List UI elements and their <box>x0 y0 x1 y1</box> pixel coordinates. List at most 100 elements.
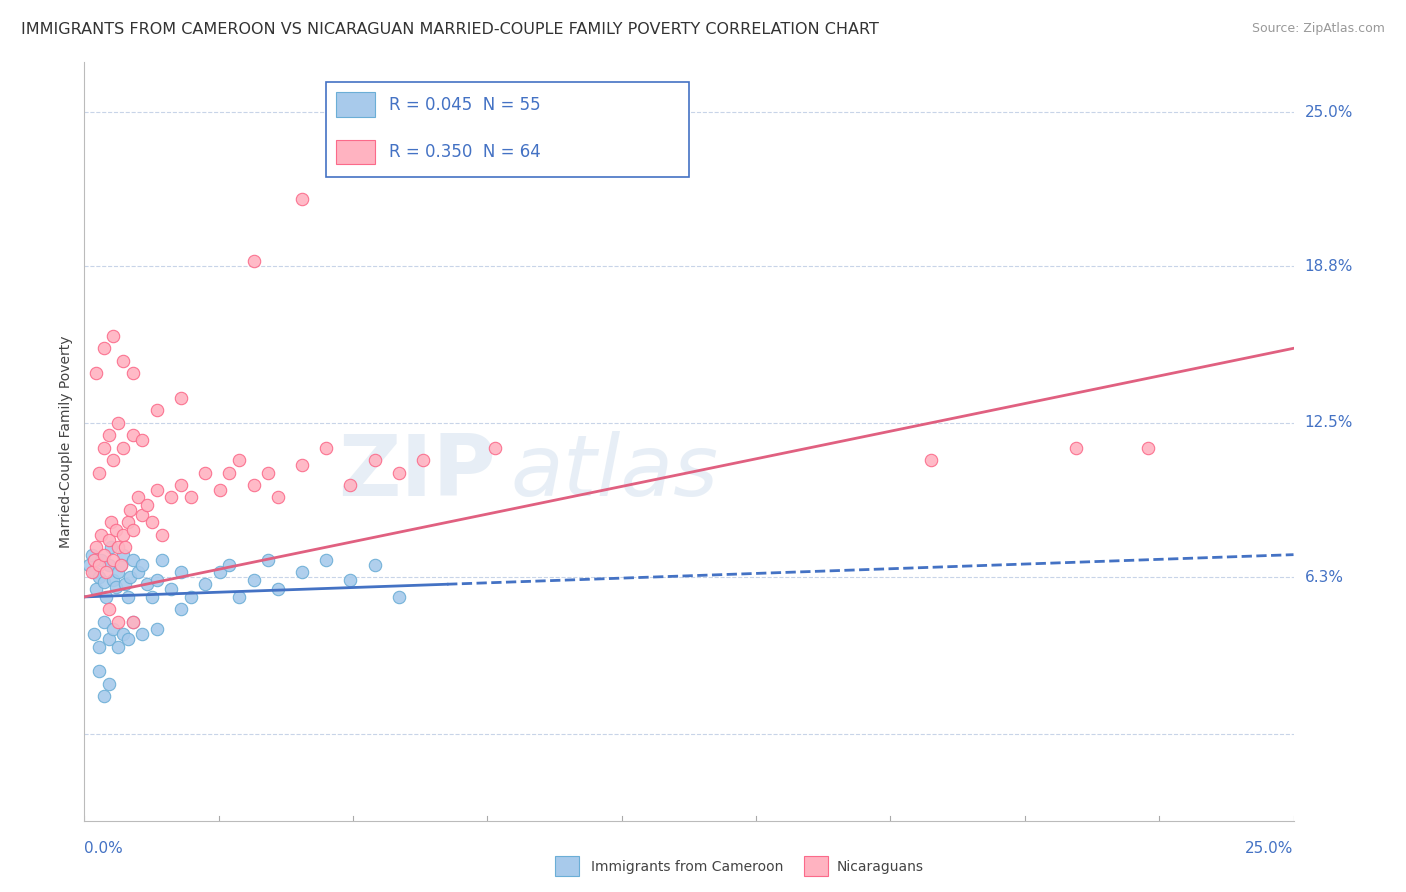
Point <box>170 391 193 405</box>
Point <box>107 615 129 629</box>
Point <box>257 552 280 566</box>
Point <box>110 558 132 572</box>
Point <box>107 416 129 430</box>
FancyBboxPatch shape <box>326 82 689 177</box>
Point <box>87 640 110 654</box>
Point <box>86 582 108 597</box>
Bar <box>336 92 374 117</box>
Point <box>208 483 231 497</box>
Point <box>83 627 105 641</box>
Point <box>110 558 132 572</box>
Text: Nicaraguans: Nicaraguans <box>837 860 924 874</box>
Point <box>112 353 135 368</box>
Point <box>120 570 142 584</box>
Point <box>112 441 135 455</box>
Text: IMMIGRANTS FROM CAMEROON VS NICARAGUAN MARRIED-COUPLE FAMILY POVERTY CORRELATION: IMMIGRANTS FROM CAMEROON VS NICARAGUAN M… <box>21 22 879 37</box>
Point <box>117 516 139 530</box>
Point <box>141 516 163 530</box>
Point <box>120 503 142 517</box>
Point <box>94 590 117 604</box>
Point <box>291 192 314 206</box>
Point <box>194 466 217 480</box>
Point <box>257 466 280 480</box>
Point <box>121 428 143 442</box>
Point <box>117 632 139 647</box>
Point <box>339 478 361 492</box>
Text: 25.0%: 25.0% <box>1305 104 1353 120</box>
Text: Source: ZipAtlas.com: Source: ZipAtlas.com <box>1251 22 1385 36</box>
Point <box>170 602 193 616</box>
Point <box>315 441 337 455</box>
Point <box>100 516 122 530</box>
Point <box>920 453 942 467</box>
Point <box>107 565 129 579</box>
Point <box>160 491 183 505</box>
Point <box>103 622 125 636</box>
Point <box>90 528 112 542</box>
Point <box>107 540 129 554</box>
Point <box>228 590 250 604</box>
Point <box>86 540 108 554</box>
Text: Immigrants from Cameroon: Immigrants from Cameroon <box>591 860 783 874</box>
Text: 0.0%: 0.0% <box>84 840 124 855</box>
Point <box>80 548 103 562</box>
Point <box>97 428 120 442</box>
Point <box>97 558 120 572</box>
Point <box>114 540 136 554</box>
Point <box>146 483 169 497</box>
Point <box>141 590 163 604</box>
Point <box>150 528 173 542</box>
Point <box>267 582 290 597</box>
Point <box>93 441 115 455</box>
Point <box>112 627 135 641</box>
Point <box>103 552 125 566</box>
Bar <box>336 139 374 164</box>
Point <box>146 573 169 587</box>
Point <box>87 570 110 584</box>
Point <box>218 466 240 480</box>
Point <box>194 577 217 591</box>
Point <box>208 565 231 579</box>
Point <box>114 577 136 591</box>
Point <box>218 558 240 572</box>
Point <box>131 558 153 572</box>
Point <box>291 458 314 472</box>
Point <box>484 441 506 455</box>
Text: R = 0.045  N = 55: R = 0.045 N = 55 <box>389 95 541 113</box>
Point <box>121 615 143 629</box>
Point <box>90 552 112 566</box>
Point <box>150 552 173 566</box>
Point <box>87 558 110 572</box>
Point <box>93 615 115 629</box>
Text: ZIP: ZIP <box>337 431 495 514</box>
Point <box>315 552 337 566</box>
Point <box>103 573 125 587</box>
Point <box>97 632 120 647</box>
Point <box>127 491 149 505</box>
Point <box>121 366 143 380</box>
Point <box>100 540 122 554</box>
Point <box>363 558 385 572</box>
Point <box>83 565 105 579</box>
Text: atlas: atlas <box>510 431 718 514</box>
Point <box>267 491 290 505</box>
Point <box>242 254 264 268</box>
Point <box>103 329 125 343</box>
Point <box>1137 441 1160 455</box>
Point <box>146 622 169 636</box>
Point <box>121 552 143 566</box>
Point <box>87 665 110 679</box>
Point <box>170 565 193 579</box>
Point <box>412 453 434 467</box>
Point <box>80 565 103 579</box>
Point <box>93 341 115 355</box>
Point <box>131 508 153 522</box>
Point <box>97 677 120 691</box>
Point <box>104 523 127 537</box>
Text: 25.0%: 25.0% <box>1246 840 1294 855</box>
Point <box>339 573 361 587</box>
Point <box>363 453 385 467</box>
Point <box>93 574 115 589</box>
Point <box>1064 441 1087 455</box>
Point <box>242 478 264 492</box>
